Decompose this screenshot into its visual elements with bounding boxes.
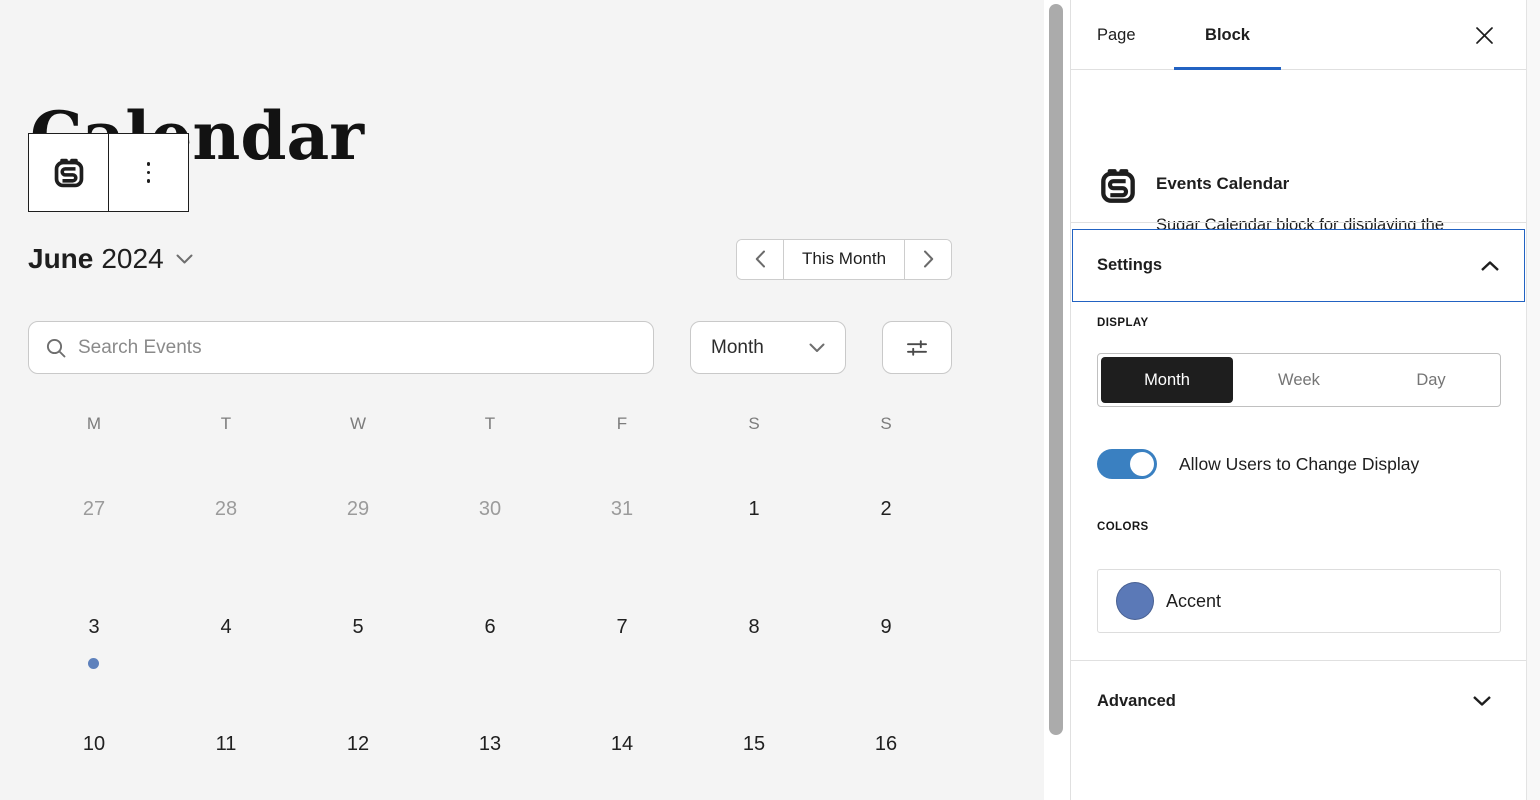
view-mode-dropdown[interactable]: Month — [690, 321, 846, 374]
editor-canvas: Calendar June 2024 — [0, 0, 1044, 800]
day-cell[interactable]: 2 — [880, 497, 892, 520]
week-row: 10 11 12 13 14 15 16 — [28, 728, 952, 760]
weekday-label: T — [484, 414, 496, 433]
week-row: 3 4 5 6 7 8 9 — [28, 611, 952, 643]
settings-panel-title: Settings — [1097, 256, 1163, 274]
day-cell[interactable]: 27 — [82, 497, 106, 520]
day-cell[interactable]: 3 — [88, 615, 100, 638]
day-cell[interactable]: 11 — [215, 732, 237, 755]
tab-block[interactable]: Block — [1205, 25, 1250, 44]
day-cell[interactable]: 12 — [346, 732, 370, 755]
kebab-menu-icon — [146, 162, 151, 183]
chevron-down-icon — [809, 343, 825, 353]
close-icon — [1475, 26, 1494, 45]
day-cell[interactable]: 31 — [610, 497, 634, 520]
filters-button[interactable] — [882, 321, 952, 374]
advanced-panel-header[interactable]: Advanced — [1071, 661, 1526, 741]
sidebar-header: Page Block — [1071, 0, 1540, 70]
display-mode-segmented-control: Month Week Day — [1097, 353, 1501, 407]
toggle-label: Allow Users to Change Display — [1179, 453, 1420, 474]
chevron-left-icon — [755, 250, 766, 268]
day-cell[interactable]: 28 — [214, 497, 238, 520]
block-options-button[interactable] — [108, 134, 188, 211]
block-info-card: Events Calendar Sugar Calendar block for… — [1071, 70, 1540, 264]
tab-page[interactable]: Page — [1097, 25, 1136, 44]
calendar-month-row: June 2024 This Month — [28, 238, 952, 280]
display-option-month[interactable]: Month — [1101, 357, 1233, 403]
sliders-filter-icon — [904, 335, 930, 361]
search-icon — [45, 337, 67, 359]
month-name: June — [28, 243, 94, 274]
settings-sidebar: Page Block Events Calendar Sugar Calenda… — [1070, 0, 1540, 800]
accent-color-label: Accent — [1166, 590, 1222, 611]
chevron-right-icon — [923, 250, 934, 268]
day-cell[interactable]: 6 — [484, 615, 496, 638]
block-type-button[interactable] — [29, 134, 108, 211]
day-cell[interactable]: 30 — [478, 497, 502, 520]
display-section-label: DISPLAY — [1097, 317, 1149, 329]
weekday-header-row: M T W T F S S — [28, 410, 952, 438]
accent-color-control[interactable]: Accent — [1097, 569, 1501, 633]
calendar-controls: Month — [0, 321, 1044, 374]
view-mode-value: Month — [711, 336, 764, 358]
day-cell[interactable]: 16 — [874, 732, 898, 755]
day-cell[interactable]: 9 — [880, 615, 892, 638]
prev-month-button[interactable] — [737, 239, 783, 279]
toggle-knob — [1130, 452, 1154, 476]
weekday-label: W — [349, 414, 367, 433]
search-events-box — [28, 321, 654, 374]
day-cell[interactable]: 10 — [82, 732, 106, 755]
block-title: Events Calendar — [1156, 174, 1290, 193]
sidebar-scroll-gutter-line — [1526, 0, 1527, 800]
this-month-button[interactable]: This Month — [783, 239, 905, 279]
display-option-week[interactable]: Week — [1278, 370, 1320, 389]
block-toolbar — [28, 133, 189, 212]
close-sidebar-button[interactable] — [1471, 22, 1497, 48]
day-cell[interactable]: 1 — [748, 497, 760, 520]
allow-change-display-toggle[interactable] — [1097, 449, 1157, 479]
month-pagination: This Month — [736, 238, 952, 280]
colors-section-label: COLORS — [1097, 521, 1149, 533]
sidebar-scroll-gutter — [1527, 0, 1540, 800]
weekday-label: S — [880, 414, 892, 433]
week-row: 27 28 29 30 31 1 2 — [28, 493, 952, 525]
chevron-down-icon — [176, 254, 193, 265]
weekday-label: T — [220, 414, 232, 433]
canvas-scrollbar-track — [1044, 0, 1070, 800]
sugar-calendar-icon — [1098, 166, 1138, 206]
chevron-up-icon — [1480, 260, 1500, 272]
canvas-scrollbar-thumb[interactable] — [1049, 4, 1063, 735]
weekday-label: F — [616, 414, 628, 433]
month-year-dropdown[interactable]: June 2024 — [28, 243, 193, 275]
year-number: 2024 — [101, 243, 164, 274]
day-cell[interactable]: 13 — [478, 732, 502, 755]
day-cell[interactable]: 7 — [616, 615, 628, 638]
accent-color-swatch — [1116, 582, 1154, 620]
advanced-panel-title: Advanced — [1097, 691, 1176, 710]
chevron-down-icon — [1472, 695, 1492, 707]
settings-panel-header[interactable]: Settings — [1072, 229, 1525, 302]
day-cell[interactable]: 5 — [352, 615, 364, 638]
divider — [1071, 660, 1540, 661]
day-cell[interactable]: 4 — [220, 615, 232, 638]
day-cell[interactable]: 29 — [346, 497, 370, 520]
day-cell[interactable]: 8 — [748, 615, 760, 638]
event-dot[interactable] — [88, 658, 99, 669]
weekday-label: M — [86, 414, 102, 433]
allow-change-display-row: Allow Users to Change Display — [1097, 449, 1419, 479]
divider — [1071, 222, 1540, 223]
search-events-input[interactable] — [78, 336, 637, 359]
weekday-label: S — [748, 414, 760, 433]
day-cell[interactable]: 14 — [610, 732, 634, 755]
day-cell[interactable]: 15 — [742, 732, 766, 755]
active-tab-underline — [1174, 67, 1281, 70]
sugar-calendar-icon — [52, 156, 86, 190]
next-month-button[interactable] — [905, 239, 951, 279]
display-option-day[interactable]: Day — [1416, 370, 1446, 389]
